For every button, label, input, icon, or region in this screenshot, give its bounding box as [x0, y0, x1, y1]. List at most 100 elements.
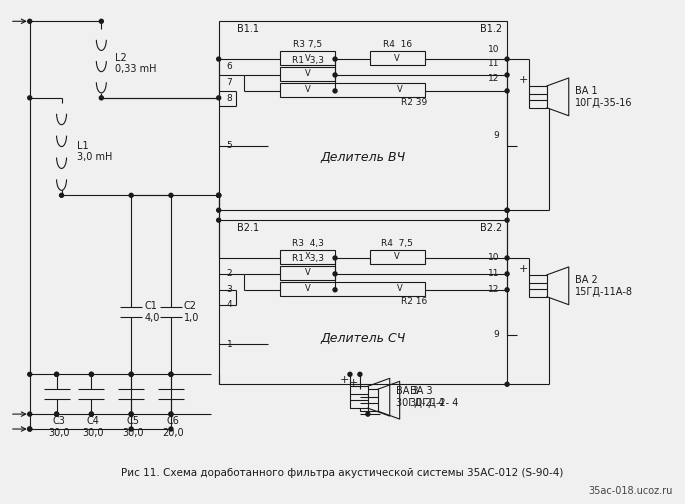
- Circle shape: [505, 208, 509, 212]
- Text: ВА 3
30ГД-2- 4: ВА 3 30ГД-2- 4: [410, 387, 458, 408]
- Circle shape: [169, 412, 173, 416]
- Circle shape: [358, 372, 362, 376]
- Circle shape: [129, 427, 133, 431]
- Text: B1.2: B1.2: [480, 24, 502, 34]
- Bar: [280, 83, 425, 97]
- Text: 7: 7: [227, 79, 232, 87]
- Circle shape: [169, 427, 173, 431]
- Text: R4  7,5: R4 7,5: [382, 238, 413, 247]
- Text: C4
30,0: C4 30,0: [83, 416, 104, 438]
- Text: R1  3,3: R1 3,3: [292, 255, 324, 264]
- Text: 9: 9: [493, 330, 499, 339]
- Text: 10: 10: [488, 254, 499, 263]
- Bar: [219, 21, 507, 210]
- Text: L2
0,33 mH: L2 0,33 mH: [115, 53, 157, 75]
- Circle shape: [333, 256, 337, 260]
- Circle shape: [169, 372, 173, 376]
- Text: 6: 6: [227, 61, 232, 71]
- Circle shape: [99, 96, 103, 100]
- Bar: [280, 282, 425, 296]
- Circle shape: [55, 412, 59, 416]
- Text: C1
4,0: C1 4,0: [144, 301, 160, 323]
- Text: V: V: [305, 70, 310, 79]
- Circle shape: [333, 57, 337, 61]
- Circle shape: [333, 272, 337, 276]
- Circle shape: [28, 372, 32, 376]
- Text: C5
30,0: C5 30,0: [123, 416, 144, 438]
- Circle shape: [366, 412, 370, 416]
- Circle shape: [55, 412, 59, 416]
- Text: R3 7,5: R3 7,5: [293, 40, 322, 49]
- Circle shape: [169, 412, 173, 416]
- Bar: [370, 51, 425, 65]
- Circle shape: [216, 57, 221, 61]
- Circle shape: [60, 194, 64, 197]
- Circle shape: [348, 372, 352, 376]
- Circle shape: [90, 412, 93, 416]
- Text: B2.2: B2.2: [480, 223, 502, 233]
- Text: V: V: [397, 284, 403, 293]
- Text: V: V: [305, 269, 310, 277]
- Text: 4: 4: [227, 300, 232, 309]
- Circle shape: [505, 218, 509, 222]
- Circle shape: [505, 256, 509, 260]
- Circle shape: [55, 372, 59, 376]
- Text: Рис 11. Схема доработанного фильтра акустической системы 35АС-012 (S-90-4): Рис 11. Схема доработанного фильтра акус…: [121, 468, 564, 478]
- Text: V: V: [306, 85, 311, 94]
- Circle shape: [90, 372, 93, 376]
- Text: Делитель СЧ: Делитель СЧ: [320, 332, 406, 345]
- Circle shape: [505, 272, 509, 276]
- Text: B2.1: B2.1: [236, 223, 259, 233]
- Text: B1.1: B1.1: [236, 24, 258, 34]
- Circle shape: [216, 194, 221, 197]
- Circle shape: [505, 73, 509, 77]
- Text: C2
1,0: C2 1,0: [184, 301, 199, 323]
- Text: ВА 1
10ГД-35-16: ВА 1 10ГД-35-16: [575, 86, 632, 108]
- Circle shape: [169, 372, 173, 376]
- Bar: [280, 51, 335, 65]
- Text: ВА 2
15ГД-11А-8: ВА 2 15ГД-11А-8: [575, 275, 633, 297]
- Circle shape: [333, 89, 337, 93]
- Text: 1: 1: [227, 340, 232, 349]
- Circle shape: [90, 412, 93, 416]
- Circle shape: [55, 372, 59, 376]
- Text: C6
20,0: C6 20,0: [162, 416, 184, 438]
- Text: 35ac-018.ucoz.ru: 35ac-018.ucoz.ru: [589, 486, 673, 495]
- Text: 10: 10: [488, 45, 499, 53]
- Text: 11: 11: [488, 269, 499, 278]
- Circle shape: [505, 288, 509, 292]
- Text: 11: 11: [488, 58, 499, 68]
- Bar: [280, 266, 335, 280]
- Text: 12: 12: [488, 285, 499, 294]
- Bar: [529, 275, 547, 297]
- Text: V: V: [397, 85, 403, 94]
- Bar: [280, 67, 335, 81]
- Circle shape: [505, 89, 509, 93]
- Text: R3  4,3: R3 4,3: [292, 238, 323, 247]
- Circle shape: [90, 372, 93, 376]
- Text: 3: 3: [227, 285, 232, 294]
- Text: 5: 5: [227, 141, 232, 150]
- Bar: [360, 389, 378, 411]
- Circle shape: [333, 73, 337, 77]
- Text: R2 39: R2 39: [401, 98, 427, 107]
- Circle shape: [216, 194, 221, 197]
- Circle shape: [28, 427, 32, 431]
- Text: V: V: [306, 284, 311, 293]
- Text: +: +: [519, 264, 527, 274]
- Bar: [350, 386, 368, 408]
- Text: 12: 12: [488, 75, 499, 84]
- Circle shape: [216, 194, 221, 197]
- Text: +: +: [519, 75, 527, 85]
- Circle shape: [129, 372, 133, 376]
- Circle shape: [216, 218, 221, 222]
- Text: R2 16: R2 16: [401, 297, 427, 306]
- Text: V: V: [305, 53, 310, 62]
- Text: V: V: [395, 53, 400, 62]
- Text: C3
30,0: C3 30,0: [48, 416, 69, 438]
- Text: 8: 8: [227, 94, 232, 103]
- Circle shape: [505, 57, 509, 61]
- Text: R1  3,3: R1 3,3: [292, 55, 324, 65]
- Circle shape: [129, 412, 133, 416]
- Text: Делитель ВЧ: Делитель ВЧ: [321, 151, 406, 164]
